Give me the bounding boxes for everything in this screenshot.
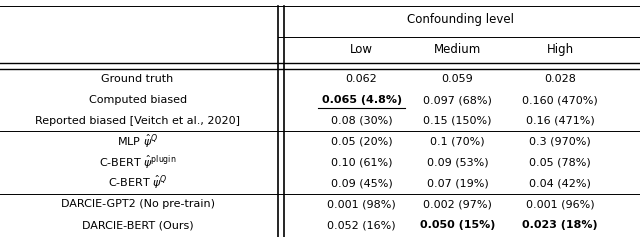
- Text: Low: Low: [350, 43, 373, 56]
- Text: 0.09 (53%): 0.09 (53%): [427, 158, 488, 168]
- Text: 0.15 (150%): 0.15 (150%): [423, 116, 492, 126]
- Text: 0.160 (470%): 0.160 (470%): [522, 95, 598, 105]
- Text: 0.07 (19%): 0.07 (19%): [427, 178, 488, 188]
- Text: C-BERT $\hat{\psi}^\mathrm{plugin}$: C-BERT $\hat{\psi}^\mathrm{plugin}$: [99, 154, 177, 172]
- Text: 0.001 (96%): 0.001 (96%): [525, 199, 595, 209]
- Text: C-BERT $\hat{\psi}^Q$: C-BERT $\hat{\psi}^Q$: [108, 174, 168, 192]
- Text: 0.065 (4.8%): 0.065 (4.8%): [321, 95, 402, 105]
- Text: High: High: [547, 43, 573, 56]
- Text: 0.05 (20%): 0.05 (20%): [331, 137, 392, 147]
- Text: 0.062: 0.062: [346, 74, 378, 84]
- Text: 0.052 (16%): 0.052 (16%): [327, 220, 396, 230]
- Text: 0.04 (42%): 0.04 (42%): [529, 178, 591, 188]
- Text: DARCIE-BERT (Ours): DARCIE-BERT (Ours): [82, 220, 193, 230]
- Text: 0.050 (15%): 0.050 (15%): [420, 220, 495, 230]
- Text: 0.059: 0.059: [442, 74, 474, 84]
- Text: Reported biased [Veitch et al., 2020]: Reported biased [Veitch et al., 2020]: [35, 116, 240, 126]
- Text: DARCIE-GPT2 (No pre-train): DARCIE-GPT2 (No pre-train): [61, 199, 214, 209]
- Text: 0.023 (18%): 0.023 (18%): [522, 220, 598, 230]
- Text: 0.1 (70%): 0.1 (70%): [430, 137, 485, 147]
- Text: Ground truth: Ground truth: [102, 74, 173, 84]
- Text: 0.05 (78%): 0.05 (78%): [529, 158, 591, 168]
- Text: 0.001 (98%): 0.001 (98%): [327, 199, 396, 209]
- Text: Confounding level: Confounding level: [407, 13, 515, 26]
- Text: 0.028: 0.028: [544, 74, 576, 84]
- Text: 0.002 (97%): 0.002 (97%): [423, 199, 492, 209]
- Text: MLP $\hat{\psi}^Q$: MLP $\hat{\psi}^Q$: [117, 133, 158, 151]
- Text: Computed biased: Computed biased: [88, 95, 187, 105]
- Text: 0.09 (45%): 0.09 (45%): [331, 178, 392, 188]
- Text: 0.16 (471%): 0.16 (471%): [525, 116, 595, 126]
- Text: 0.097 (68%): 0.097 (68%): [423, 95, 492, 105]
- Text: 0.08 (30%): 0.08 (30%): [331, 116, 392, 126]
- Text: Medium: Medium: [434, 43, 481, 56]
- Text: 0.3 (970%): 0.3 (970%): [529, 137, 591, 147]
- Text: 0.10 (61%): 0.10 (61%): [331, 158, 392, 168]
